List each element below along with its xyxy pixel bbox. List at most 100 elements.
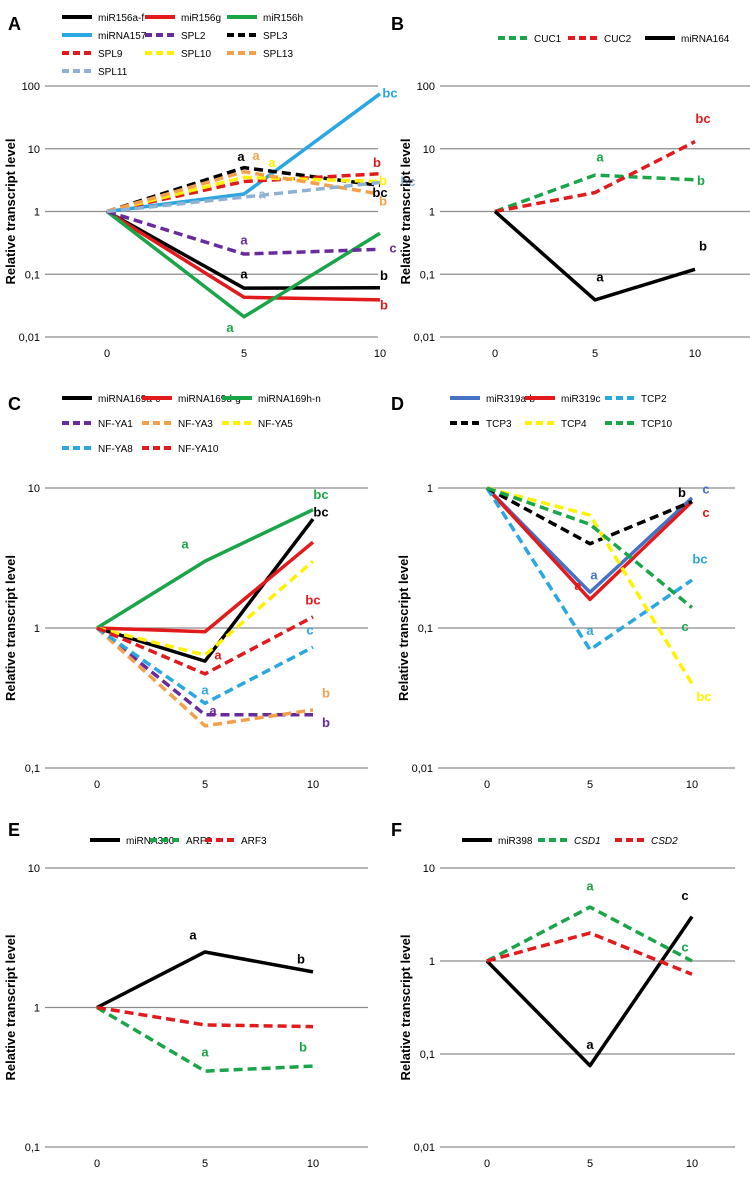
- legend-label: CUC2: [604, 34, 632, 45]
- legend-label: SPL13: [263, 49, 293, 60]
- x-tick-label: 5: [592, 348, 598, 360]
- legend-label: miR319a-b: [486, 394, 535, 405]
- series-line-arf2: [96, 1005, 314, 1073]
- significance-letter: bc: [696, 689, 711, 704]
- significance-letter: b: [678, 485, 686, 500]
- significance-letter: bc: [372, 185, 387, 200]
- series-line-tcp3: [486, 486, 693, 546]
- y-tick-label: 1: [427, 483, 433, 495]
- legend-label: miR156a-f: [98, 13, 144, 24]
- series-line-mirna390: [96, 950, 314, 1010]
- y-tick-label: 0,01: [414, 1142, 435, 1154]
- y-axis-label: Relative transcript level: [396, 555, 411, 701]
- significance-letter: a: [574, 578, 582, 593]
- significance-letter: c: [681, 619, 688, 634]
- significance-letter: b: [297, 951, 305, 966]
- significance-letter: b: [379, 193, 387, 208]
- significance-letter: bc: [692, 551, 707, 566]
- panel-label: D: [391, 394, 404, 414]
- series-line-mir398: [485, 915, 694, 1068]
- x-tick-label: 10: [686, 779, 698, 791]
- y-tick-label: 1: [429, 207, 435, 219]
- series-line-mirna169d-g: [96, 540, 315, 634]
- legend-label: miR156h: [263, 13, 303, 24]
- significance-letter: a: [240, 267, 248, 282]
- legend-label: miRNA169h-n: [258, 394, 321, 405]
- x-tick-label: 5: [202, 779, 208, 791]
- significance-letter: a: [201, 683, 209, 698]
- significance-letter: a: [214, 648, 222, 663]
- x-tick-label: 5: [587, 1158, 593, 1170]
- series-line-mir156h: [105, 210, 381, 319]
- series-line-arf3: [96, 1005, 314, 1029]
- significance-letter: b: [322, 685, 330, 700]
- series-line-spl10: [106, 175, 381, 214]
- x-tick-label: 0: [94, 779, 100, 791]
- legend-label: NF-YA8: [98, 444, 133, 455]
- x-tick-label: 10: [307, 779, 319, 791]
- legend-label: miR156g: [181, 13, 221, 24]
- y-axis-label: Relative transcript level: [3, 935, 18, 1081]
- y-tick-label: 10: [28, 483, 40, 495]
- y-tick-label: 10: [28, 144, 40, 156]
- y-axis-label: Relative transcript level: [398, 139, 413, 285]
- legend-label: miR398: [498, 836, 533, 847]
- significance-letter: bc: [305, 592, 320, 607]
- legend-label: SPL3: [263, 31, 288, 42]
- x-tick-label: 0: [484, 779, 490, 791]
- series-line-spl2: [106, 209, 381, 256]
- panel-label: B: [391, 14, 404, 34]
- y-tick-label: 0,01: [414, 332, 435, 344]
- legend-label: CSD1: [574, 836, 601, 847]
- series-line-mir319c: [485, 486, 694, 602]
- significance-letter: bc: [695, 111, 710, 126]
- series-line-tcp10: [486, 486, 694, 609]
- significance-letter: a: [181, 537, 189, 552]
- chart-panel-e: E 0,1 1 10 0 5 10 Relative transcript level a b a b…: [3, 820, 368, 1170]
- y-axis-label: Relative transcript level: [398, 935, 413, 1081]
- significance-letter: a: [209, 703, 217, 718]
- significance-letter: a: [596, 269, 604, 284]
- series-line-mirna169a-c: [96, 517, 315, 663]
- chart-panel-f: F 0,01 0,1 1 10 0 5 10 Relative transcript level…: [391, 820, 735, 1170]
- significance-letter: bc: [382, 85, 397, 100]
- legend-label: NF-YA1: [98, 419, 133, 430]
- y-tick-label: 0,1: [25, 269, 40, 281]
- x-tick-label: 10: [686, 1158, 698, 1170]
- y-tick-label: 0,1: [420, 269, 435, 281]
- significance-letter: bc: [313, 504, 328, 519]
- y-tick-label: 100: [417, 81, 435, 93]
- significance-letter: c: [702, 505, 709, 520]
- significance-letter: b: [380, 297, 388, 312]
- series-line-cuc1: [494, 173, 696, 214]
- series-line-spl13: [106, 169, 381, 214]
- y-tick-label: 10: [423, 863, 435, 875]
- significance-letter: a: [586, 879, 594, 894]
- legend-label: CUC1: [534, 34, 562, 45]
- legend-label: miR319c: [561, 394, 600, 405]
- y-tick-label: 0,01: [19, 332, 40, 344]
- series-line-spl11: [106, 180, 381, 214]
- significance-letter: bc: [313, 487, 328, 502]
- legend-label: TCP2: [641, 394, 667, 405]
- significance-letter: c: [306, 623, 313, 638]
- significance-letter: c: [681, 939, 688, 954]
- significance-letter: a: [590, 568, 598, 583]
- x-tick-label: 10: [307, 1158, 319, 1170]
- series-line-tcp2: [485, 487, 693, 652]
- series-line-mirna164: [493, 210, 696, 302]
- y-tick-label: 1: [34, 207, 40, 219]
- significance-letter: b: [380, 268, 388, 283]
- legend-label: NF-YA10: [178, 444, 219, 455]
- y-tick-label: 10: [28, 863, 40, 875]
- significance-letter: a: [252, 148, 260, 163]
- y-tick-label: 1: [34, 623, 40, 635]
- series-line-csd1: [486, 905, 693, 963]
- x-tick-label: 0: [484, 1158, 490, 1170]
- y-tick-label: 0,01: [412, 763, 433, 775]
- legend: miRNA390ARF2ARF3: [90, 836, 267, 847]
- significance-letter: b: [697, 173, 705, 188]
- legend-label: TCP3: [486, 419, 512, 430]
